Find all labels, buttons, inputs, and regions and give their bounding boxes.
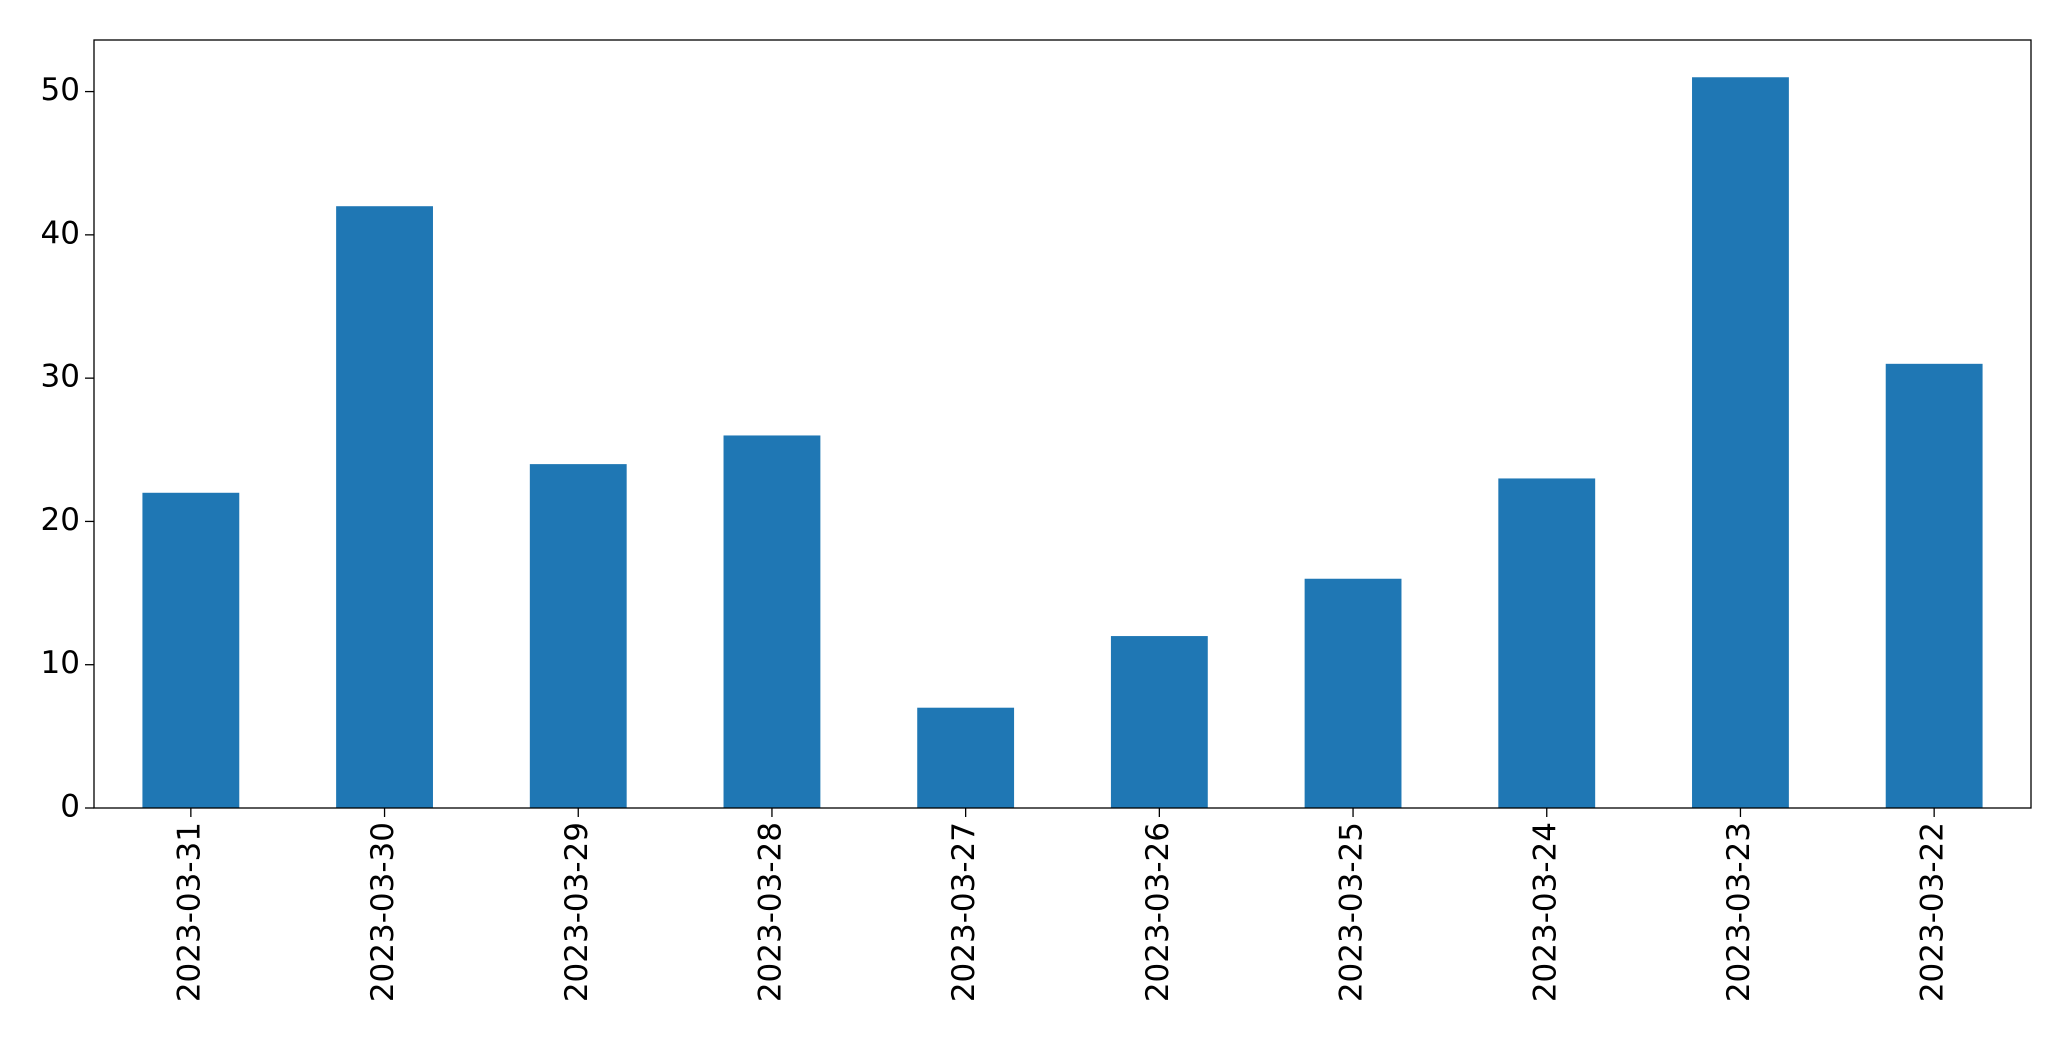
bar [336, 206, 433, 808]
y-tick-label: 10 [41, 645, 80, 681]
bar [917, 707, 1015, 808]
bar [1304, 578, 1402, 808]
y-tick-label: 30 [41, 359, 80, 395]
y-tick-label: 20 [41, 502, 80, 538]
x-tick-label: 2023-03-30 [365, 822, 401, 1002]
x-tick-label: 2023-03-29 [559, 822, 595, 1002]
plot-frame [93, 39, 2032, 809]
bar [529, 464, 627, 808]
bar [1885, 363, 1983, 808]
x-tick-label: 2023-03-22 [1915, 822, 1951, 1002]
x-tick-label: 2023-03-24 [1527, 822, 1563, 1002]
y-tick-label: 0 [60, 789, 80, 825]
x-tick-label: 2023-03-26 [1140, 822, 1176, 1002]
y-tick-label: 40 [41, 215, 80, 251]
y-tick-label: 50 [41, 72, 80, 108]
bar [1498, 478, 1596, 808]
x-tick-label: 2023-03-25 [1334, 822, 1370, 1002]
bar [723, 435, 821, 808]
bar [1692, 77, 1789, 809]
x-tick-label: 2023-03-31 [171, 822, 207, 1002]
x-tick-label: 2023-03-28 [752, 822, 788, 1002]
bar [142, 492, 240, 808]
bar [1110, 636, 1208, 808]
x-tick-label: 2023-03-23 [1721, 822, 1757, 1002]
x-tick-label: 2023-03-27 [946, 822, 982, 1002]
